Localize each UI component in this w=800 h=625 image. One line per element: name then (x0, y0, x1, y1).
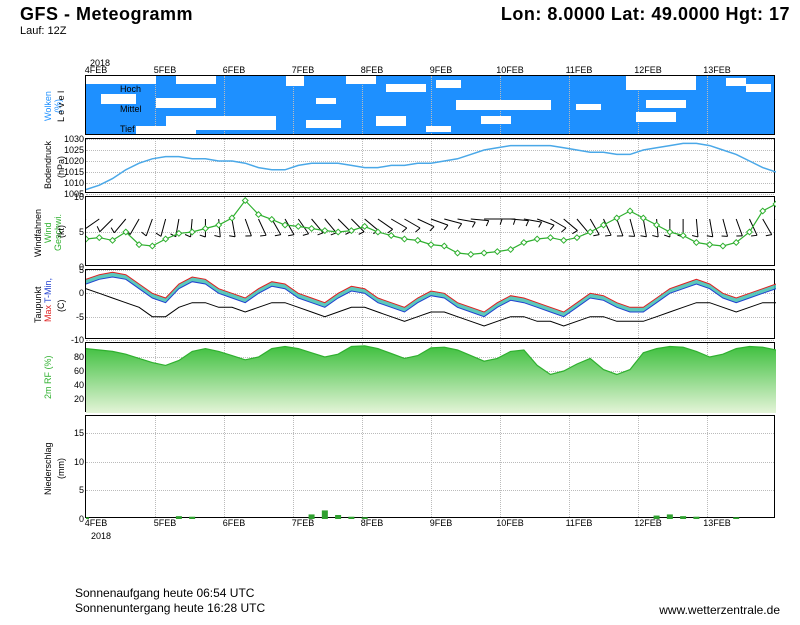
temp-ylabel-max: Max (44, 303, 54, 323)
rh-ylabel: 2m RF (%) (44, 355, 54, 400)
panel-temp: -10-505T-Min,MaxTaupunkt(C) (85, 269, 775, 339)
temp-unit: (C) (56, 298, 66, 313)
pressure-ytick: 1020 (64, 156, 86, 166)
panel-clouds: HochMittelTief4FEB5FEB6FEB7FEB8FEB9FEB10… (85, 75, 775, 135)
temp-ytick: 0 (79, 288, 86, 298)
temp-ylabel-min: T-Min, (44, 275, 54, 305)
rh-ytick: 40 (74, 380, 86, 390)
xtick-top: 9FEB (430, 65, 453, 76)
panel-rh: 204060802m RF (%) (85, 342, 775, 412)
precip-ylabel: Niederschlag (44, 441, 54, 496)
chart-title: GFS - Meteogramm (20, 4, 193, 25)
xtick-bot: 8FEB (361, 517, 384, 528)
precip-ytick: 15 (74, 428, 86, 438)
panel-pressure: 100510101015102010251030Bodendruck(hPa) (85, 138, 775, 193)
temp-ytick: -5 (76, 312, 86, 322)
precip-ytick: 10 (74, 457, 86, 467)
xtick-top: 12FEB (634, 65, 662, 76)
cloud-level-mittel: Mittel (120, 104, 142, 114)
wind-unit: (kt) (56, 222, 66, 242)
xtick-top: 13FEB (703, 65, 731, 76)
xtick-top: 4FEB (85, 65, 108, 76)
temp-ylabel-dew: Taupunkt (34, 280, 44, 330)
pressure-ytick: 1025 (64, 145, 86, 155)
xtick-bot: 12FEB (634, 517, 662, 528)
temp-ytick: 5 (79, 265, 86, 275)
panel-precip: 0510154FEB5FEB6FEB7FEB8FEB9FEB10FEB11FEB… (85, 415, 775, 518)
pressure-ytick: 1010 (64, 178, 86, 188)
xtick-top: 5FEB (154, 65, 177, 76)
xtick-top: 6FEB (223, 65, 246, 76)
pressure-ytick: 1030 (64, 134, 86, 144)
temp-ytick: -10 (71, 335, 86, 345)
xtick-bot: 6FEB (223, 517, 246, 528)
panel-wind: 0510Wind Geschwi.Windfahnen(kt) (85, 196, 775, 266)
clouds-ylabel2: L e v e l (56, 86, 66, 126)
xtick-bot: 11FEB (566, 517, 593, 528)
precip-unit: (mm) (56, 456, 66, 481)
xtick-bot: 10FEB (496, 517, 524, 528)
pressure-unit: (hPa) (56, 154, 66, 179)
source-url: www.wetterzentrale.de (659, 603, 780, 617)
year-bot: 2018 (91, 531, 111, 541)
rh-ytick: 60 (74, 366, 86, 376)
xtick-bot: 13FEB (703, 517, 731, 528)
chart-coords: Lon: 8.0000 Lat: 49.0000 Hgt: 17 (501, 4, 790, 25)
pressure-ylabel: Bodendruck (44, 144, 54, 189)
xtick-bot: 9FEB (430, 517, 453, 528)
xtick-top: 8FEB (361, 65, 384, 76)
sunset-text: Sonnenuntergang heute 16:28 UTC (75, 601, 265, 617)
meteogram-body: 2018 Hoch Mittel Tief 4FEB 5FEB 6FEB 7FEB 8FEB 9F… (55, 45, 775, 575)
wind-ytick: 5 (79, 227, 86, 237)
xtick-top: 7FEB (292, 65, 315, 76)
cloud-level-tief: Tief (120, 124, 135, 134)
xtick-top: 11FEB (566, 65, 593, 76)
model-run: Lauf: 12Z (0, 25, 800, 39)
wind-ylabel2: Windfahnen (34, 205, 44, 260)
wind-ytick: 10 (74, 192, 86, 202)
rh-ytick: 20 (74, 394, 86, 404)
rh-ytick: 80 (74, 352, 86, 362)
xtick-top: 10FEB (496, 65, 524, 76)
xtick-bot: 7FEB (292, 517, 315, 528)
precip-ytick: 5 (79, 485, 86, 495)
pressure-ytick: 1015 (64, 167, 86, 177)
xtick-bot: 4FEB (85, 517, 108, 528)
sunrise-text: Sonnenaufgang heute 06:54 UTC (75, 586, 265, 602)
xtick-bot: 5FEB (154, 517, 177, 528)
cloud-level-hoch: Hoch (120, 84, 141, 94)
